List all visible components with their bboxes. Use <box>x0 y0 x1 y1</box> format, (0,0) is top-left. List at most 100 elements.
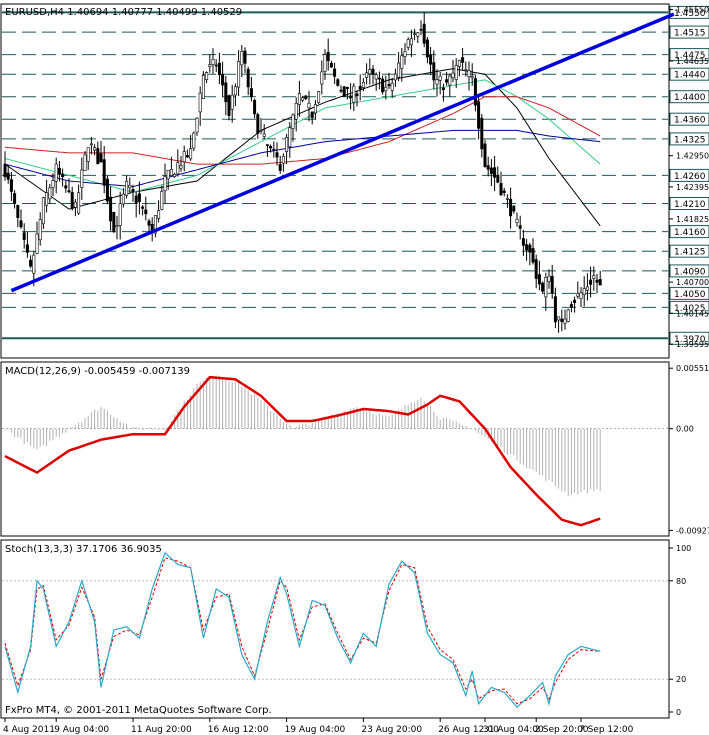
candle-body <box>477 101 481 129</box>
candle-body <box>201 75 205 100</box>
candle-body <box>48 187 52 200</box>
candle-body <box>224 82 228 103</box>
candle-body <box>272 148 276 151</box>
candle-body <box>205 72 209 80</box>
candle-body <box>432 62 436 81</box>
candle-body <box>70 192 74 209</box>
candle-body <box>457 60 461 67</box>
time-axis-label: 4 Aug 2011 <box>3 725 55 735</box>
candle-body <box>419 28 423 31</box>
candle-body <box>585 286 589 291</box>
candle-body <box>73 201 77 208</box>
candle-body <box>160 191 164 210</box>
candle-body <box>189 148 193 160</box>
candle-body <box>361 82 365 88</box>
candle-body <box>489 167 493 174</box>
candle-body <box>112 212 116 232</box>
candle-body <box>86 147 90 162</box>
candle-body <box>256 114 260 134</box>
candle-body <box>390 82 394 91</box>
candle-body <box>409 38 413 46</box>
candle-body <box>509 198 513 217</box>
candle-body <box>445 79 449 83</box>
stoch-panel: 100 80 20 0 Stoch(13,3,3) 37.1706 36.9035 F… <box>0 539 691 719</box>
candle-body <box>505 198 509 200</box>
price-level-label: 1.4125 <box>674 248 706 258</box>
candle-body <box>525 244 529 251</box>
candle-body <box>54 163 58 182</box>
candle-body <box>333 68 337 77</box>
stoch-axis-label: 0 <box>676 708 681 717</box>
candle-body <box>573 299 577 303</box>
candle-body <box>320 71 324 85</box>
candle-body <box>566 309 570 322</box>
candle-body <box>493 167 497 178</box>
candle-body <box>534 259 538 279</box>
candle-body <box>102 159 106 186</box>
candle-body <box>406 39 410 48</box>
candle-body <box>438 75 442 81</box>
price-level-label: 1.4260 <box>674 172 706 182</box>
candle-body <box>313 104 317 114</box>
price-level-badge <box>669 225 709 239</box>
candle-body <box>531 248 535 263</box>
candle-body <box>425 39 429 58</box>
candle-body <box>365 72 369 78</box>
candle-body <box>339 89 343 92</box>
stoch-axis: 100 80 20 0 <box>669 544 691 717</box>
candle-body <box>579 292 583 300</box>
candle-body <box>592 275 596 279</box>
candle-body <box>80 169 84 188</box>
macd-axis-label: 0.005516 <box>676 364 709 373</box>
candle-body <box>243 50 247 64</box>
candle-body <box>301 97 305 101</box>
stoch-axis-label: 20 <box>676 675 686 684</box>
candle-body <box>461 57 465 63</box>
candle-body <box>195 117 199 133</box>
candle-body <box>294 103 298 120</box>
stoch-levels <box>2 580 668 680</box>
candle-body <box>166 170 170 180</box>
price-panel: 1.4550 1.4515 1.4475 1.4440 1.4400 1.4360 1.43… <box>0 3 709 359</box>
candle-body <box>480 117 484 150</box>
macd-axis: 0.005516 0.00 -0.009275 <box>669 364 709 535</box>
candle-body <box>528 244 532 253</box>
price-axis-label: 1.41825 <box>676 215 709 224</box>
candle-body <box>265 144 269 146</box>
price-level-label: 1.4050 <box>674 290 706 300</box>
price-level-label: 1.4025 <box>674 304 706 314</box>
candle-body <box>45 192 49 206</box>
candle-body <box>176 162 180 175</box>
macd-panel: 0.005516 0.00 -0.009275 MACD(12,26,9) -0.0… <box>0 361 709 537</box>
candle-body <box>429 54 433 65</box>
candle-body <box>163 176 167 191</box>
candle-body <box>128 185 132 188</box>
candle-body <box>262 133 266 137</box>
candle-body <box>553 296 557 323</box>
candle-body <box>291 114 295 129</box>
candle-body <box>422 23 426 44</box>
candle-body <box>342 86 346 97</box>
candle-body <box>105 178 109 202</box>
candle-body <box>371 68 375 75</box>
candle-body <box>483 143 487 167</box>
candle-body <box>541 282 545 292</box>
price-level-badge <box>669 5 709 19</box>
candle-body <box>208 64 212 67</box>
candle-body <box>381 78 385 93</box>
price-level-badge <box>669 25 709 39</box>
time-axis-label: 11 Aug 20:00 <box>131 725 192 735</box>
candle-body <box>198 92 202 113</box>
candle-body <box>397 62 401 78</box>
candle-body <box>307 102 311 109</box>
candle-body <box>179 165 183 169</box>
price-axis-label: 1.42950 <box>676 152 709 161</box>
candle-body <box>486 165 490 170</box>
candle-body <box>304 95 308 100</box>
candle-body <box>499 183 503 195</box>
candle-body <box>192 132 196 149</box>
price-level-badge <box>669 286 709 300</box>
time-axis-label: 2 Sep 20:00 <box>534 725 589 735</box>
price-level-badge <box>669 112 709 126</box>
candle-body <box>169 169 173 176</box>
